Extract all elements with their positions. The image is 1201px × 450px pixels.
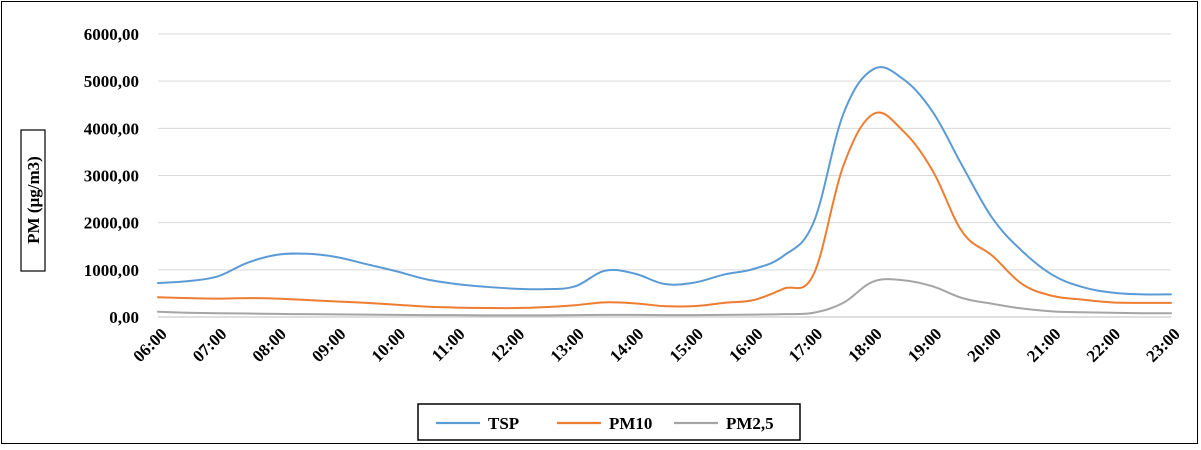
y-tick-label: 1000,00 [84, 261, 139, 280]
y-axis-title-group: PM (µg/m3) [20, 129, 46, 272]
y-tick-label: 2000,00 [84, 214, 139, 233]
y-axis-title: PM (µg/m3) [24, 156, 43, 244]
x-tick-label: 14:00 [606, 324, 647, 365]
x-tick-label: 06:00 [129, 324, 170, 365]
y-tick-label: 4000,00 [84, 119, 139, 138]
x-axis-ticks: 06:00 07:00 08:00 09:00 10:00 11:00 12:00 13:00… [129, 324, 1183, 365]
x-tick-label: 15:00 [666, 324, 707, 365]
series-lines [157, 66, 1172, 317]
gridlines [158, 33, 1171, 318]
x-tick-label: 10:00 [368, 324, 409, 365]
x-tick-label: 22:00 [1083, 324, 1124, 365]
x-tick-label: 16:00 [725, 324, 766, 365]
x-tick-label: 17:00 [785, 324, 826, 365]
x-tick-label: 18:00 [844, 324, 885, 365]
legend-label: TSP [488, 414, 519, 433]
legend-box [417, 403, 801, 441]
x-tick-label: 13:00 [546, 324, 587, 365]
legend-label: PM2,5 [726, 414, 774, 433]
series-line-tsp [157, 66, 1172, 296]
series-line-pm2-5 [157, 278, 1172, 317]
y-axis-title-box [20, 129, 46, 272]
y-tick-label: 6000,00 [84, 25, 139, 44]
y-tick-label: 3000,00 [84, 167, 139, 186]
y-tick-label: 5000,00 [84, 72, 139, 91]
x-tick-label: 23:00 [1142, 324, 1183, 365]
x-tick-label: 08:00 [249, 324, 290, 365]
y-axis-ticks: 0,00 1000,00 2000,00 3000,00 4000,00 5000,00 6… [84, 25, 139, 327]
legend: TSP PM10 PM2,5 [417, 403, 801, 441]
x-tick-label: 12:00 [487, 324, 528, 365]
y-tick-label: 0,00 [109, 308, 139, 327]
legend-label: PM10 [609, 414, 652, 433]
x-tick-label: 11:00 [428, 324, 469, 365]
x-tick-label: 09:00 [308, 324, 349, 365]
x-tick-label: 21:00 [1023, 324, 1064, 365]
series-line-pm10 [157, 111, 1172, 310]
x-tick-label: 07:00 [189, 324, 230, 365]
x-tick-label: 19:00 [904, 324, 945, 365]
x-tick-label: 20:00 [964, 324, 1005, 365]
